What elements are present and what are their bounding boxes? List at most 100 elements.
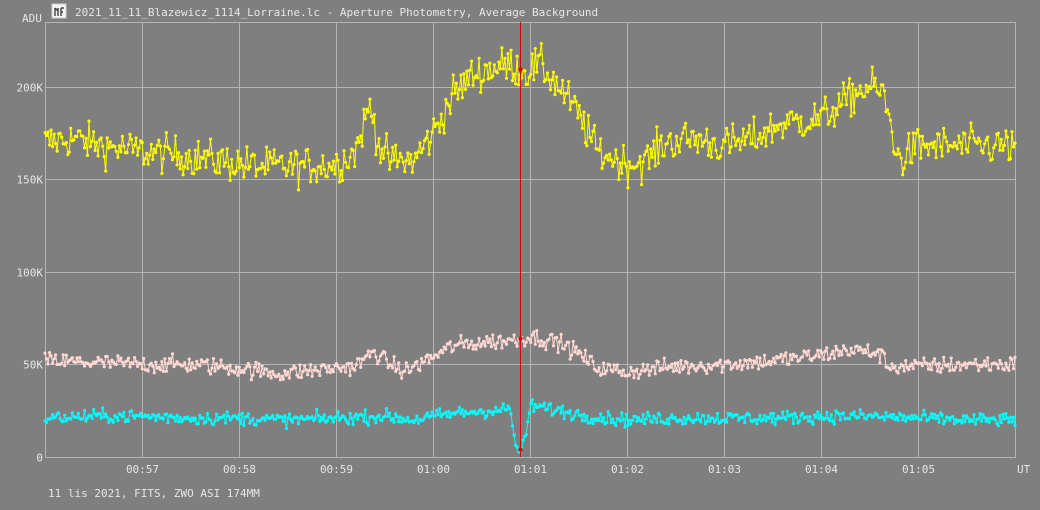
- data-point: [556, 350, 560, 355]
- data-point: [573, 413, 577, 418]
- data-point: [470, 339, 474, 343]
- data-point: [296, 375, 301, 379]
- data-point: [252, 153, 257, 157]
- data-point: [920, 413, 925, 417]
- data-point: [107, 421, 111, 425]
- data-point: [536, 405, 540, 409]
- data-point: [287, 412, 291, 416]
- data-point: [216, 151, 220, 155]
- data-point: [205, 411, 209, 416]
- data-point: [371, 120, 375, 125]
- data-point: [929, 141, 934, 145]
- data-point: [571, 100, 575, 104]
- data-point: [170, 352, 175, 356]
- data-point: [208, 137, 213, 141]
- data-point: [731, 122, 735, 126]
- cursor-marker: [518, 336, 523, 341]
- data-point: [890, 130, 894, 134]
- data-point: [482, 78, 486, 82]
- data-point: [659, 134, 663, 138]
- data-point: [547, 337, 551, 341]
- data-point: [425, 129, 430, 133]
- data-point: [492, 343, 496, 347]
- data-point: [960, 151, 964, 155]
- data-point: [498, 409, 502, 414]
- data-point: [463, 87, 468, 92]
- data-point: [882, 418, 887, 422]
- data-point: [142, 162, 146, 166]
- data-point: [101, 406, 105, 410]
- data-point: [641, 362, 645, 366]
- title-bar: 2021_11_11_Blazewicz_1114_Lorraine.lc - …: [51, 3, 598, 19]
- data-point: [714, 361, 718, 365]
- data-point: [46, 130, 50, 134]
- data-point: [790, 358, 794, 362]
- data-point: [459, 333, 463, 338]
- data-point: [998, 414, 1002, 418]
- data-point: [227, 414, 231, 418]
- data-point: [885, 108, 890, 112]
- data-point: [380, 419, 384, 423]
- data-point: [769, 412, 773, 416]
- data-point: [772, 411, 776, 415]
- data-point: [562, 417, 566, 421]
- data-point: [532, 330, 536, 334]
- data-point: [615, 157, 619, 161]
- data-point: [747, 123, 752, 127]
- data-point: [673, 152, 677, 156]
- data-point: [787, 362, 791, 366]
- data-point: [951, 415, 955, 419]
- data-point: [708, 419, 712, 423]
- data-point: [58, 417, 62, 421]
- data-point: [186, 166, 190, 171]
- data-point: [800, 355, 805, 359]
- data-point: [849, 114, 853, 118]
- time-cursor-layer[interactable]: [518, 22, 523, 457]
- data-point: [482, 410, 486, 414]
- data-point: [773, 361, 777, 365]
- y-tick-label: 200K: [17, 82, 44, 95]
- data-point: [448, 340, 452, 344]
- data-point: [530, 398, 534, 402]
- data-point: [999, 137, 1003, 141]
- data-point: [152, 371, 156, 375]
- data-point: [429, 353, 433, 358]
- data-point: [872, 84, 876, 88]
- data-point: [459, 412, 463, 416]
- data-point: [120, 360, 124, 364]
- data-point: [353, 368, 357, 372]
- data-point: [831, 105, 835, 110]
- data-point: [334, 362, 339, 366]
- data-point: [881, 415, 885, 419]
- data-point: [251, 416, 255, 421]
- data-point: [85, 153, 90, 157]
- data-point: [553, 93, 557, 97]
- data-point: [641, 413, 645, 417]
- data-point: [945, 140, 949, 144]
- data-point: [266, 374, 270, 378]
- data-point: [582, 412, 586, 416]
- data-point: [658, 138, 662, 142]
- data-point: [656, 360, 660, 364]
- data-point: [271, 161, 275, 165]
- data-point: [926, 417, 931, 421]
- data-point: [44, 357, 49, 361]
- data-point: [313, 416, 317, 421]
- data-point: [277, 159, 281, 163]
- data-point: [251, 373, 255, 377]
- data-point: [571, 339, 575, 343]
- data-point: [750, 365, 755, 369]
- aperture-photometry-icon[interactable]: [51, 3, 67, 19]
- data-point: [623, 161, 627, 165]
- data-point: [779, 416, 783, 420]
- data-point: [427, 152, 431, 156]
- data-point: [740, 139, 744, 143]
- data-point: [823, 95, 827, 99]
- data-point: [904, 359, 908, 363]
- data-point: [290, 367, 294, 371]
- data-point: [615, 363, 619, 367]
- data-point: [653, 164, 657, 168]
- data-point: [973, 422, 978, 426]
- data-point: [107, 360, 111, 364]
- data-point: [432, 356, 436, 360]
